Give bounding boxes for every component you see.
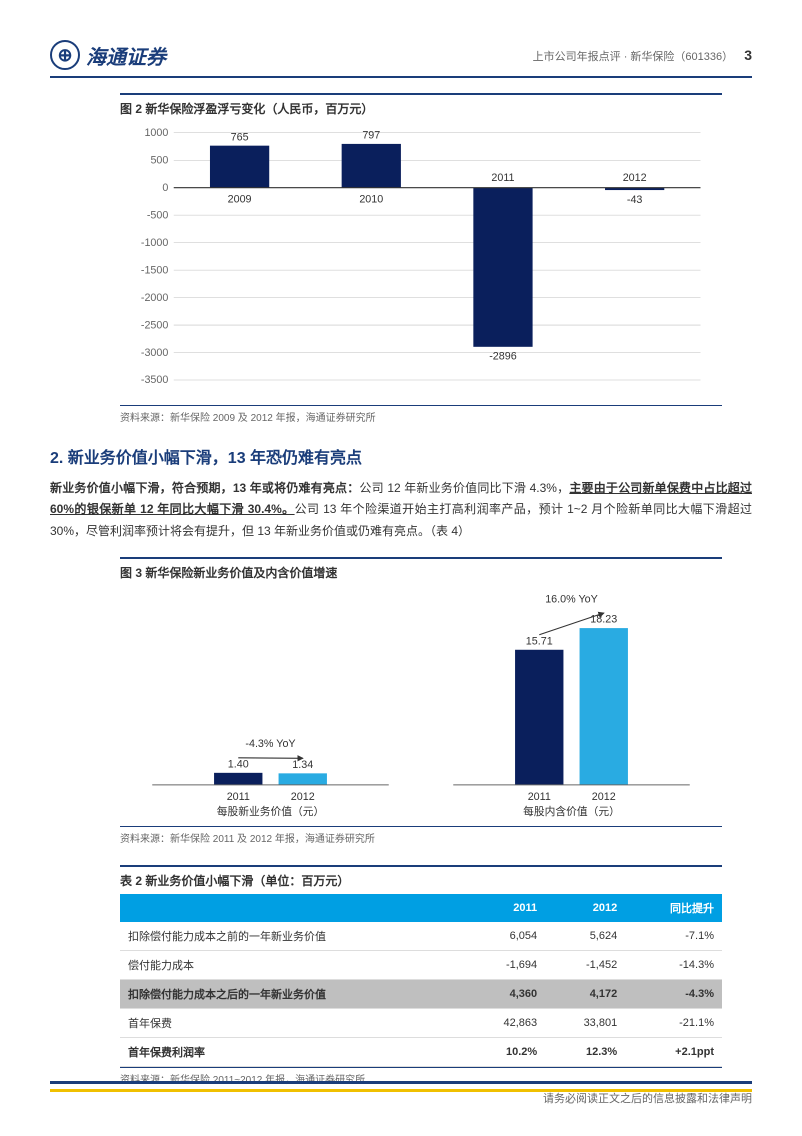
chart-3-source: 资料来源：新华保险 2011 及 2012 年报，海通证券研究所 <box>120 826 722 845</box>
chart-2-svg: -3500 -3000 -2500 -2000 -1500 -1000 -500 0 500 10… <box>120 122 722 402</box>
svg-text:2012: 2012 <box>291 791 315 803</box>
svg-text:2011: 2011 <box>491 172 514 184</box>
svg-text:-1500: -1500 <box>141 264 169 276</box>
svg-text:500: 500 <box>150 154 168 166</box>
svg-text:1.34: 1.34 <box>292 759 313 771</box>
chart-3-container: 图 3 新华保险新业务价值及内含价值增速 1.40 2011 1.34 2012 每股新… <box>120 557 722 845</box>
logo: ⊕ 海通证券 <box>50 40 166 70</box>
svg-text:1000: 1000 <box>144 127 168 139</box>
svg-text:0: 0 <box>162 182 168 194</box>
svg-text:-1000: -1000 <box>141 237 169 249</box>
table-2-title: 表 2 新业务价值小幅下滑（单位：百万元） <box>120 865 722 894</box>
svg-text:-43: -43 <box>627 194 643 206</box>
svg-text:2011: 2011 <box>227 791 250 803</box>
svg-text:2011: 2011 <box>528 791 551 803</box>
section-2-paragraph: 新业务价值小幅下滑，符合预期，13 年或将仍难有亮点：公司 12 年新业务价值同… <box>50 478 752 543</box>
svg-text:每股新业务价值（元）: 每股新业务价值（元） <box>217 805 325 818</box>
svg-text:1.40: 1.40 <box>228 759 249 771</box>
svg-text:2012: 2012 <box>623 172 647 184</box>
page-number: 3 <box>744 47 752 63</box>
logo-text: 海通证券 <box>86 41 166 70</box>
svg-text:797: 797 <box>362 130 380 142</box>
chart-2-title: 图 2 新华保险浮盈浮亏变化（人民币，百万元） <box>120 93 722 122</box>
svg-text:18.23: 18.23 <box>590 614 617 626</box>
table-2-container: 表 2 新业务价值小幅下滑（单位：百万元） 20112012同比提升扣除偿付能力… <box>120 865 722 1086</box>
header-meta: 上市公司年报点评 · 新华保险（601336） 3 <box>533 47 752 64</box>
svg-text:-2000: -2000 <box>141 292 169 304</box>
table-2: 20112012同比提升扣除偿付能力成本之前的一年新业务价值6,0545,624… <box>120 894 722 1067</box>
section-2-title: 2. 新业务价值小幅下滑，13 年恐仍难有亮点 <box>50 444 752 468</box>
svg-text:-500: -500 <box>147 209 169 221</box>
svg-text:2009: 2009 <box>228 194 252 206</box>
chart-3-title: 图 3 新华保险新业务价值及内含价值增速 <box>120 557 722 586</box>
svg-text:-2500: -2500 <box>141 319 169 331</box>
chart-2-container: 图 2 新华保险浮盈浮亏变化（人民币，百万元） -3500-3000-2500-… <box>120 93 722 424</box>
svg-text:2012: 2012 <box>592 791 616 803</box>
chart-3-svg: 1.40 2011 1.34 2012 每股新业务价值（元） -4.3% YoY 15.71… <box>120 586 722 823</box>
svg-text:15.71: 15.71 <box>526 636 553 648</box>
svg-text:每股内含价值（元）: 每股内含价值（元） <box>523 805 620 818</box>
page-footer: 请务必阅读正文之后的信息披露和法律声明 <box>50 1081 752 1106</box>
svg-text:-4.3% YoY: -4.3% YoY <box>245 738 295 750</box>
svg-text:-3500: -3500 <box>141 374 169 386</box>
svg-text:-3000: -3000 <box>141 347 169 359</box>
page-header: ⊕ 海通证券 上市公司年报点评 · 新华保险（601336） 3 <box>50 40 752 78</box>
svg-text:765: 765 <box>231 131 249 143</box>
logo-icon: ⊕ <box>50 40 80 70</box>
svg-text:16.0% YoY: 16.0% YoY <box>545 594 598 606</box>
chart-2-source: 资料来源：新华保险 2009 及 2012 年报，海通证券研究所 <box>120 405 722 424</box>
svg-text:-2896: -2896 <box>489 351 517 363</box>
svg-text:2010: 2010 <box>359 194 383 206</box>
